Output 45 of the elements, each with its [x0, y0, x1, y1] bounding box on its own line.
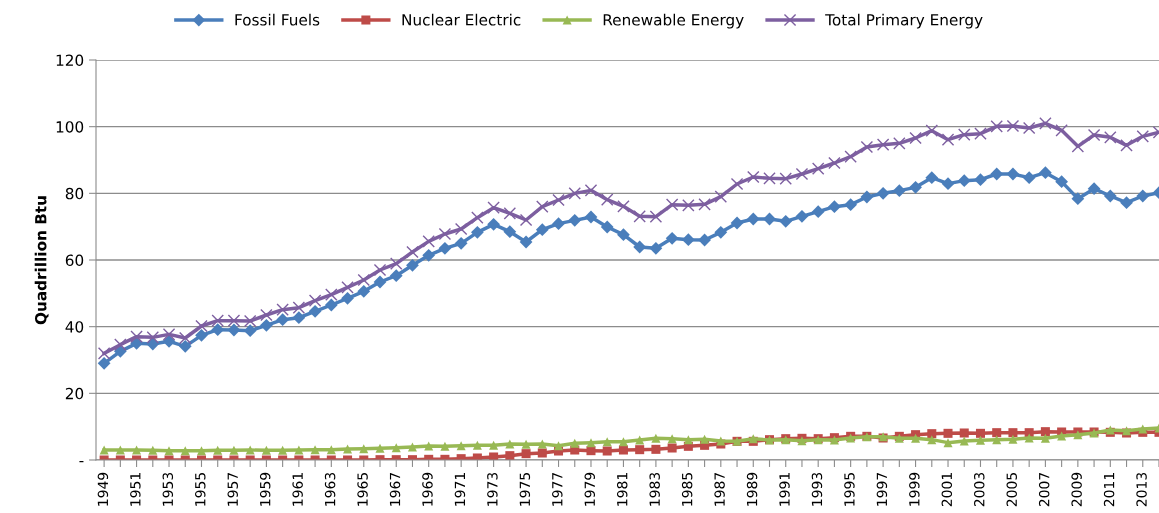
x-tick-label: 1979	[584, 472, 596, 506]
x-tick-label: 1999	[909, 472, 920, 506]
x-tick-label: 1983	[649, 472, 660, 506]
x-tick-label: 1993	[811, 472, 823, 506]
y-tick-label: 60	[65, 254, 84, 267]
x-tick-label: 1985	[681, 473, 693, 506]
x-tick-label: 1963	[324, 472, 336, 506]
x-tick-label: 1987	[714, 472, 725, 506]
x-tick-label: 2007	[1038, 472, 1050, 507]
x-tick-label: 1995	[844, 473, 855, 506]
x-tick-label: 1997	[876, 472, 888, 506]
x-tick-label: 1975	[519, 473, 531, 506]
y-tick-label: 40	[65, 321, 84, 333]
x-tick-label: 1953	[162, 472, 174, 506]
y-tick-label: 20	[65, 387, 84, 400]
x-tick-label: 1957	[227, 472, 238, 506]
legend-label: Total Primary Energy	[825, 13, 983, 29]
x-tick-label: 2003	[974, 472, 985, 507]
x-tick-label: 1971	[454, 473, 466, 506]
legend-label: Renewable Energy	[603, 13, 744, 29]
x-tick-label: 1961	[292, 473, 303, 506]
x-tick-label: 1967	[389, 472, 401, 506]
y-tick-label: 100	[56, 121, 84, 133]
x-tick-label: 1977	[552, 472, 563, 506]
x-tick-label: 1981	[616, 473, 628, 506]
x-tick-label: 1949	[97, 472, 109, 506]
x-tick-label: 1973	[487, 472, 498, 506]
y-tick-label: 120	[56, 54, 84, 67]
legend-label: Fossil Fuels	[235, 13, 320, 26]
x-tick-label: 2013	[1136, 472, 1147, 507]
x-tick-label: 2009	[1071, 472, 1082, 507]
y-axis-title: Quadrillion Btu	[34, 196, 49, 325]
x-tick-label: 1951	[130, 473, 141, 506]
x-tick-label: 1959	[259, 472, 271, 506]
x-tick-label: 2001	[941, 473, 953, 507]
x-tick-label: 1965	[357, 473, 368, 506]
x-tick-label: 1989	[746, 472, 758, 506]
x-tick-label: 1955	[195, 473, 206, 506]
x-tick-label: 1991	[779, 473, 790, 506]
legend-label: Nuclear Electric	[402, 13, 521, 26]
x-tick-label: 2011	[1103, 473, 1115, 507]
x-tick-label: 2005	[1006, 473, 1017, 507]
y-tick-label: -	[79, 461, 84, 463]
y-tick-label: 80	[65, 187, 84, 200]
x-tick-label: 1969	[422, 472, 433, 506]
